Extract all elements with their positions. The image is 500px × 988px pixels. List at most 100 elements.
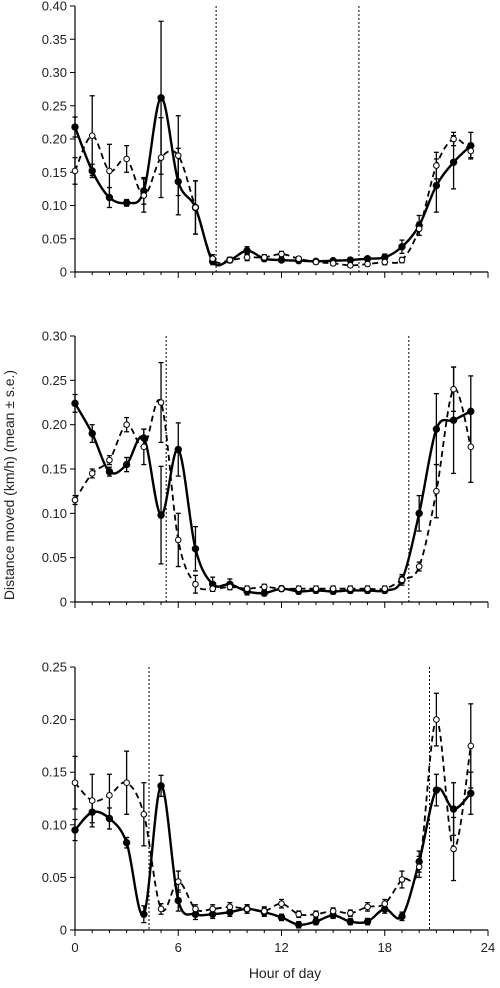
data-point: [243, 905, 251, 913]
data-point: [191, 545, 200, 553]
data-point: [329, 585, 337, 593]
data-point: [192, 580, 199, 588]
x-tick-label: 12: [274, 940, 288, 955]
data-point: [432, 786, 441, 794]
data-point: [363, 917, 372, 926]
data-point: [381, 258, 389, 266]
data-point: [398, 876, 406, 883]
data-point: [433, 487, 440, 495]
y-tick-label: 0.05: [42, 231, 67, 246]
data-point: [157, 511, 165, 519]
data-point: [174, 878, 182, 885]
data-point: [123, 779, 130, 787]
data-point: [450, 385, 457, 393]
data-point: [122, 838, 131, 847]
y-tick-label: 0: [60, 595, 67, 610]
data-point: [450, 135, 457, 143]
data-point: [260, 589, 268, 597]
data-point: [467, 443, 475, 451]
data-point: [277, 913, 286, 922]
data-point: [174, 896, 182, 905]
data-point: [278, 585, 285, 593]
data-point: [364, 903, 371, 911]
data-point: [243, 585, 251, 593]
data-point: [278, 900, 285, 908]
data-point: [174, 536, 182, 544]
data-point: [106, 456, 113, 464]
series-solid-filled: [71, 771, 475, 929]
data-point: [140, 910, 148, 918]
data-point: [295, 921, 303, 929]
data-point: [71, 167, 79, 175]
data-point: [106, 792, 113, 799]
panel-2: 0 0.05 0.10 0.15 0.20 0.25 0.30: [42, 329, 489, 610]
data-point: [312, 910, 320, 918]
series-dashed-open: [71, 361, 475, 594]
data-point: [364, 585, 371, 593]
data-point: [243, 247, 251, 255]
series-line: [74, 134, 472, 267]
y-tick-label: 0.15: [42, 765, 67, 780]
data-point: [226, 903, 234, 911]
data-point: [105, 467, 114, 476]
y-tick-label: 0.20: [42, 712, 67, 727]
y-tick-label: 0: [60, 265, 67, 280]
data-point: [347, 585, 354, 593]
y-tick-label: 0.40: [42, 0, 67, 14]
y-tick-label: 0.25: [42, 98, 67, 113]
data-point: [415, 509, 423, 518]
y-tick-label: 0.25: [42, 660, 67, 675]
y-tick-label: 0.05: [42, 870, 67, 885]
series-line: [74, 388, 472, 591]
y-tick-label: 0.05: [42, 550, 67, 565]
data-point: [347, 262, 354, 269]
x-tick-label: 6: [175, 940, 182, 955]
data-point: [449, 158, 458, 166]
data-point: [174, 152, 182, 159]
data-point: [157, 782, 165, 790]
x-tick-label: 18: [378, 940, 392, 955]
data-point: [71, 399, 79, 408]
data-point: [312, 917, 320, 926]
data-point: [432, 181, 441, 190]
data-point: [329, 907, 337, 915]
series-line: [73, 402, 472, 595]
y-tick-label: 0.30: [42, 65, 67, 80]
data-point: [260, 907, 268, 915]
data-point: [123, 155, 130, 163]
data-point: [415, 563, 423, 570]
data-point: [243, 254, 251, 261]
data-point: [157, 905, 165, 913]
data-point: [295, 585, 303, 593]
data-point: [209, 585, 216, 593]
data-point: [312, 585, 320, 593]
data-point: [226, 583, 234, 591]
data-point: [398, 256, 406, 264]
data-point: [347, 909, 354, 917]
data-point: [449, 416, 458, 424]
y-tick-label: 0.10: [42, 198, 67, 213]
data-point: [449, 805, 458, 813]
data-point: [467, 147, 475, 155]
data-point: [415, 225, 423, 233]
y-tick-label: 0.20: [42, 132, 67, 147]
data-point: [123, 421, 130, 428]
data-point: [157, 399, 165, 406]
data-point: [432, 425, 441, 433]
series-line: [73, 96, 472, 267]
data-point: [260, 254, 268, 261]
y-tick-label: 0.25: [42, 373, 67, 388]
data-point: [192, 905, 199, 913]
data-point: [88, 429, 96, 438]
data-point: [71, 779, 79, 787]
y-tick-label: 0.10: [42, 506, 67, 521]
x-tick-label: 0: [71, 940, 78, 955]
data-point: [312, 258, 320, 266]
data-point: [260, 583, 268, 591]
y-tick-label: 0.35: [42, 32, 67, 47]
data-point: [467, 789, 475, 797]
data-point: [71, 826, 79, 834]
data-point: [381, 900, 389, 908]
data-point: [140, 192, 148, 199]
